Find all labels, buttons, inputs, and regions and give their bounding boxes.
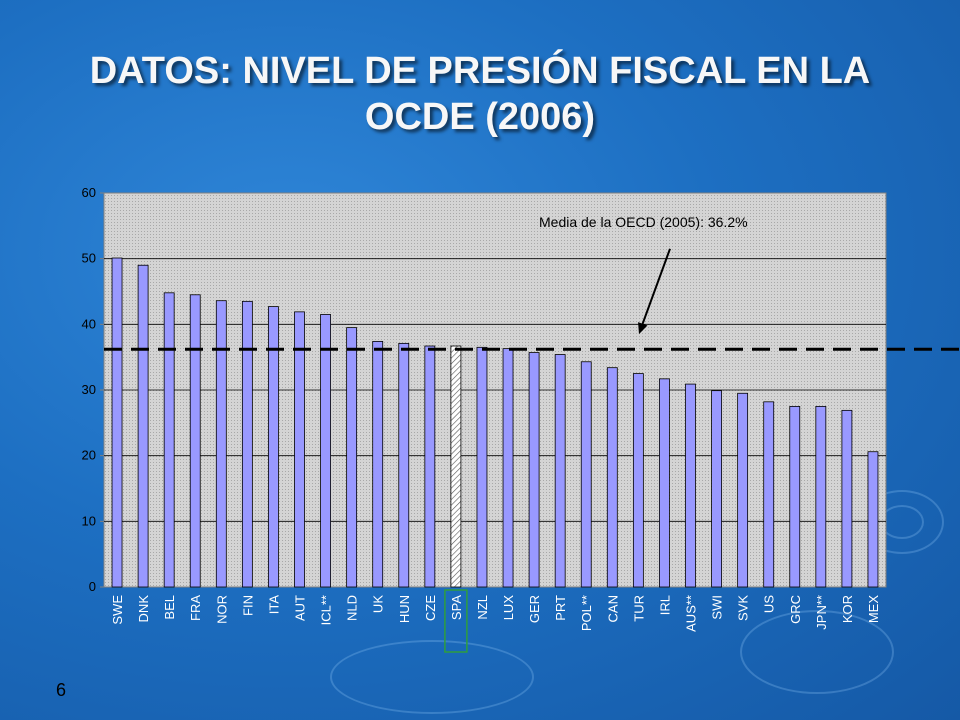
bars [111, 257, 879, 588]
x-tick-label: JPN** [814, 595, 829, 630]
x-tick-label: GER [527, 595, 542, 623]
slide-number: 6 [56, 680, 67, 700]
y-tick-label: 20 [82, 448, 96, 463]
bar-bel [163, 292, 175, 588]
x-tick-label: US [762, 595, 777, 613]
background-ripple [330, 640, 534, 714]
bar-can [606, 367, 618, 588]
bar-svk [737, 392, 749, 588]
spain-highlight-box [444, 589, 468, 653]
bar-hun [398, 342, 410, 588]
y-tick-label: 40 [82, 316, 96, 331]
x-tick-label: IRL [657, 595, 672, 615]
bar-tur [632, 373, 644, 588]
bar-pol [580, 361, 592, 588]
x-tick-label: NLD [345, 595, 360, 621]
x-tick-label: CZE [423, 595, 438, 621]
annotation-arrow-head [638, 322, 648, 335]
bar-us [763, 401, 775, 588]
x-tick-label: POL** [579, 595, 594, 631]
bar-swe [111, 257, 123, 588]
x-tick-label: TUR [631, 595, 646, 622]
bar-fra [189, 294, 201, 588]
bar-kor [841, 409, 853, 588]
bar-irl [659, 378, 670, 588]
x-tick-label: HUN [397, 595, 412, 623]
x-tick-label: KOR [840, 595, 855, 623]
x-tick-label: GRC [788, 595, 803, 624]
bar-aus [685, 383, 696, 588]
x-tick-label: NZL [475, 595, 490, 620]
x-tick-label: SWE [110, 595, 125, 625]
x-tick-label: AUT [293, 595, 308, 621]
bar-fin [241, 300, 253, 588]
bar-cze [424, 345, 436, 588]
y-tick-label: 60 [82, 185, 96, 200]
x-tick-label: ICL** [319, 595, 334, 625]
bar-jpn [815, 406, 827, 588]
bar-aut [294, 311, 305, 588]
x-tick-label: CAN [605, 595, 620, 622]
bar-nld [346, 327, 358, 588]
y-axis: 0 10 20 30 40 50 60 [82, 185, 104, 594]
bar-nor [215, 300, 227, 588]
x-axis-labels: SWE DNK BEL FRA NOR FIN ITA AUT ICL** NLD UK HUN CZE… [110, 595, 881, 632]
bar-grc [789, 406, 801, 588]
x-tick-label: LUX [501, 595, 516, 621]
x-tick-label: FRA [188, 595, 203, 621]
x-tick-label: DNK [136, 595, 151, 623]
x-tick-label: UK [371, 595, 386, 613]
x-tick-label: MEX [866, 595, 881, 624]
bar-mex [867, 451, 879, 588]
bar-dnk [137, 264, 149, 588]
x-tick-label: AUS** [684, 595, 699, 632]
annotation-arrow [640, 248, 671, 329]
bar-spa [450, 345, 462, 588]
x-tick-label: NOR [214, 595, 229, 624]
bar-ita [268, 306, 279, 588]
oecd-mean-annotation: Media de la OECD (2005): 36.2% [539, 214, 748, 230]
x-tick-label: PRT [553, 595, 568, 621]
y-tick-label: 0 [89, 579, 96, 594]
x-tick-label: FIN [240, 595, 255, 616]
x-tick-label: BEL [162, 595, 177, 620]
bar-swi [711, 390, 722, 588]
y-tick-label: 10 [82, 513, 96, 528]
x-tick-label: SWI [710, 595, 725, 620]
bar-ger [528, 352, 540, 588]
background-ripple [740, 610, 894, 694]
bar-lux [502, 348, 514, 588]
x-tick-label: ITA [266, 595, 281, 615]
x-tick-label: SPA [449, 595, 464, 620]
y-tick-label: 50 [82, 251, 96, 266]
slide-title: DATOS: NIVEL DE PRESIÓN FISCAL EN LA OCD… [89, 50, 871, 138]
bar-icl [320, 314, 331, 588]
y-tick-label: 30 [82, 382, 96, 397]
gridlines [104, 258, 886, 522]
x-tick-label: SVK [736, 595, 751, 621]
bar-nzl [476, 346, 488, 588]
bar-uk [372, 341, 384, 588]
bar-prt [554, 354, 566, 588]
